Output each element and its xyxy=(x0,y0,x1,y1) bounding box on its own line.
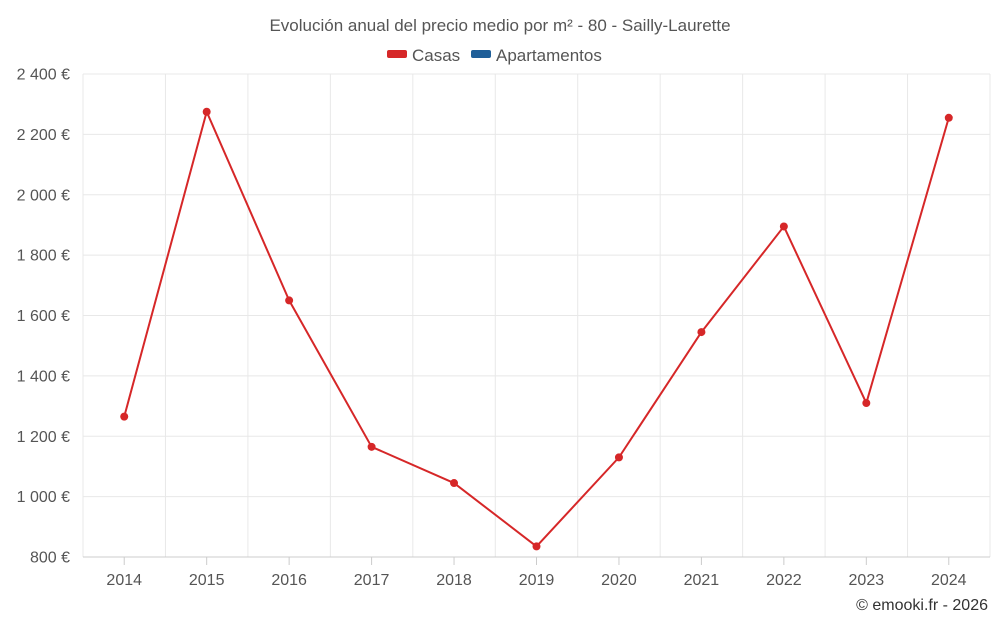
grid xyxy=(82,73,991,557)
data-point[interactable] xyxy=(862,399,871,408)
x-tick-label: 2016 xyxy=(271,572,307,589)
legend: Casas Apartamentos xyxy=(387,46,602,65)
x-tick-label: 2023 xyxy=(849,572,885,589)
legend-swatch-casas xyxy=(387,50,407,58)
data-point[interactable] xyxy=(285,296,294,305)
data-point[interactable] xyxy=(779,222,788,231)
y-tick-label: 2 400 € xyxy=(17,67,70,84)
y-tick-label: 1 000 € xyxy=(17,489,70,506)
series-casas xyxy=(120,107,953,551)
data-point[interactable] xyxy=(697,328,706,337)
y-tick-label: 1 200 € xyxy=(17,429,70,446)
legend-swatch-apartamentos xyxy=(471,50,491,58)
x-tick-label: 2021 xyxy=(684,572,720,589)
x-tick-label: 2019 xyxy=(519,572,555,589)
data-point[interactable] xyxy=(614,453,623,462)
y-tick-label: 1 400 € xyxy=(17,368,70,385)
axes: 800 € 1 000 € 1 200 € 1 400 € 1 600 € 1 800 €… xyxy=(17,67,990,589)
data-point[interactable] xyxy=(120,412,129,421)
chart-title: Evolución anual del precio medio por m² … xyxy=(269,16,730,35)
data-point[interactable] xyxy=(944,113,953,122)
y-tick-label: 1 800 € xyxy=(17,248,70,265)
x-tick-label: 2024 xyxy=(931,572,967,589)
y-tick-label: 800 € xyxy=(30,550,70,567)
y-tick-label: 2 000 € xyxy=(17,187,70,204)
legend-label-casas: Casas xyxy=(412,46,460,65)
x-tick-label: 2018 xyxy=(436,572,472,589)
x-tick-label: 2022 xyxy=(766,572,802,589)
data-point[interactable] xyxy=(367,442,376,451)
x-tick-label: 2020 xyxy=(601,572,637,589)
data-point[interactable] xyxy=(450,479,459,488)
x-tick-label: 2015 xyxy=(189,572,225,589)
y-tick-label: 2 200 € xyxy=(17,127,70,144)
legend-label-apartamentos: Apartamentos xyxy=(496,46,602,65)
legend-item-casas[interactable]: Casas xyxy=(387,46,460,65)
x-tick-label: 2014 xyxy=(106,572,142,589)
x-tick-label: 2017 xyxy=(354,572,390,589)
data-point[interactable] xyxy=(202,107,211,116)
data-point[interactable] xyxy=(532,542,541,551)
legend-item-apartamentos[interactable]: Apartamentos xyxy=(471,46,602,65)
y-tick-label: 1 600 € xyxy=(17,308,70,325)
credit-text: © emooki.fr - 2026 xyxy=(856,597,988,614)
